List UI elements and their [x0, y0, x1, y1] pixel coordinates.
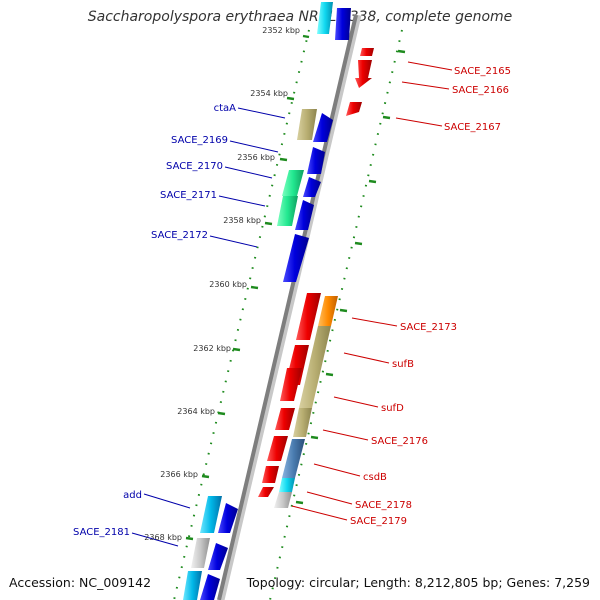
gene-SACE_2165 — [360, 48, 374, 56]
gene-label: SACE_2170 — [166, 161, 223, 172]
gene-label: SACE_2165 — [454, 66, 511, 77]
gene-sufD — [280, 368, 302, 401]
reverse-gene-labels: ctaA SACE_2169 SACE_2170 SACE_2171 SACE_… — [73, 103, 236, 538]
gene-label: SACE_2172 — [151, 230, 208, 241]
gene-SACE_2171 — [295, 200, 314, 230]
gene-label: SACE_2176 — [371, 436, 428, 447]
ruler-label: 2352 kbp — [262, 26, 300, 35]
ruler-label: 2362 kbp — [193, 344, 231, 353]
gene-label: SACE_2178 — [355, 500, 412, 511]
gene-label: SACE_2167 — [444, 122, 501, 133]
gene-label: sufD — [381, 403, 404, 414]
forward-track-ticks — [295, 49, 406, 505]
gene-SACE_2167 — [346, 102, 362, 116]
gene-label: add — [123, 490, 142, 501]
gene-label: SACE_2166 — [452, 85, 509, 96]
reverse-leader-lines — [131, 107, 286, 547]
ruler-label: 2368 kbp — [144, 533, 182, 542]
forward-gene-arrows — [258, 48, 374, 508]
chromosome-backbone — [217, 14, 358, 600]
ruler-label: 2356 kbp — [237, 153, 275, 162]
ruler-label: 2364 kbp — [177, 407, 215, 416]
accession-text: Accession: NC_009142 — [9, 575, 152, 590]
gene-SACE_2169 — [307, 147, 325, 174]
ruler-label: 2360 kbp — [209, 280, 247, 289]
gene-SACE_2166 — [355, 60, 372, 88]
forward-leader-lines — [291, 61, 453, 521]
gene-ctaA — [313, 113, 333, 142]
gene-label: SACE_2169 — [171, 135, 228, 146]
gene-SACE_2176 — [275, 408, 295, 430]
gene-SACE_2178 — [262, 466, 279, 483]
genome-summary-text: Topology: circular; Length: 8,212,805 bp… — [246, 575, 590, 590]
gene-SACE_2170 — [303, 177, 321, 197]
gene-label: SACE_2173 — [400, 322, 457, 333]
ruler-label: 2354 kbp — [250, 89, 288, 98]
ruler-labels: 2352 kbp 2354 kbp 2356 kbp 2358 kbp 2360… — [144, 26, 300, 542]
ruler-label: 2366 kbp — [160, 470, 198, 479]
map-title: Saccharopolyspora erythraea NRRL 2338, c… — [87, 9, 513, 25]
gene-SACE_2172 — [283, 234, 309, 282]
reverse-track-line — [173, 29, 310, 600]
gene-label: SACE_2181 — [73, 527, 130, 538]
gene-SACE_2181 — [208, 543, 228, 570]
gene-SACE_2173 — [296, 293, 321, 340]
gene-add — [218, 503, 238, 533]
gene-label: SACE_2179 — [350, 516, 407, 527]
gene-label: ctaA — [214, 103, 237, 114]
ruler-ticks — [185, 34, 310, 541]
gene-csdB — [267, 436, 288, 461]
gene-label: sufB — [392, 359, 414, 370]
gene-label: csdB — [363, 472, 387, 483]
ruler-label: 2358 kbp — [223, 216, 261, 225]
forward-gene-labels: SACE_2165 SACE_2166 SACE_2167 SACE_2173 … — [350, 66, 511, 527]
gene-label: SACE_2171 — [160, 190, 217, 201]
gene-SACE_2179 — [258, 487, 274, 497]
reverse-gene-arrows — [183, 2, 351, 600]
